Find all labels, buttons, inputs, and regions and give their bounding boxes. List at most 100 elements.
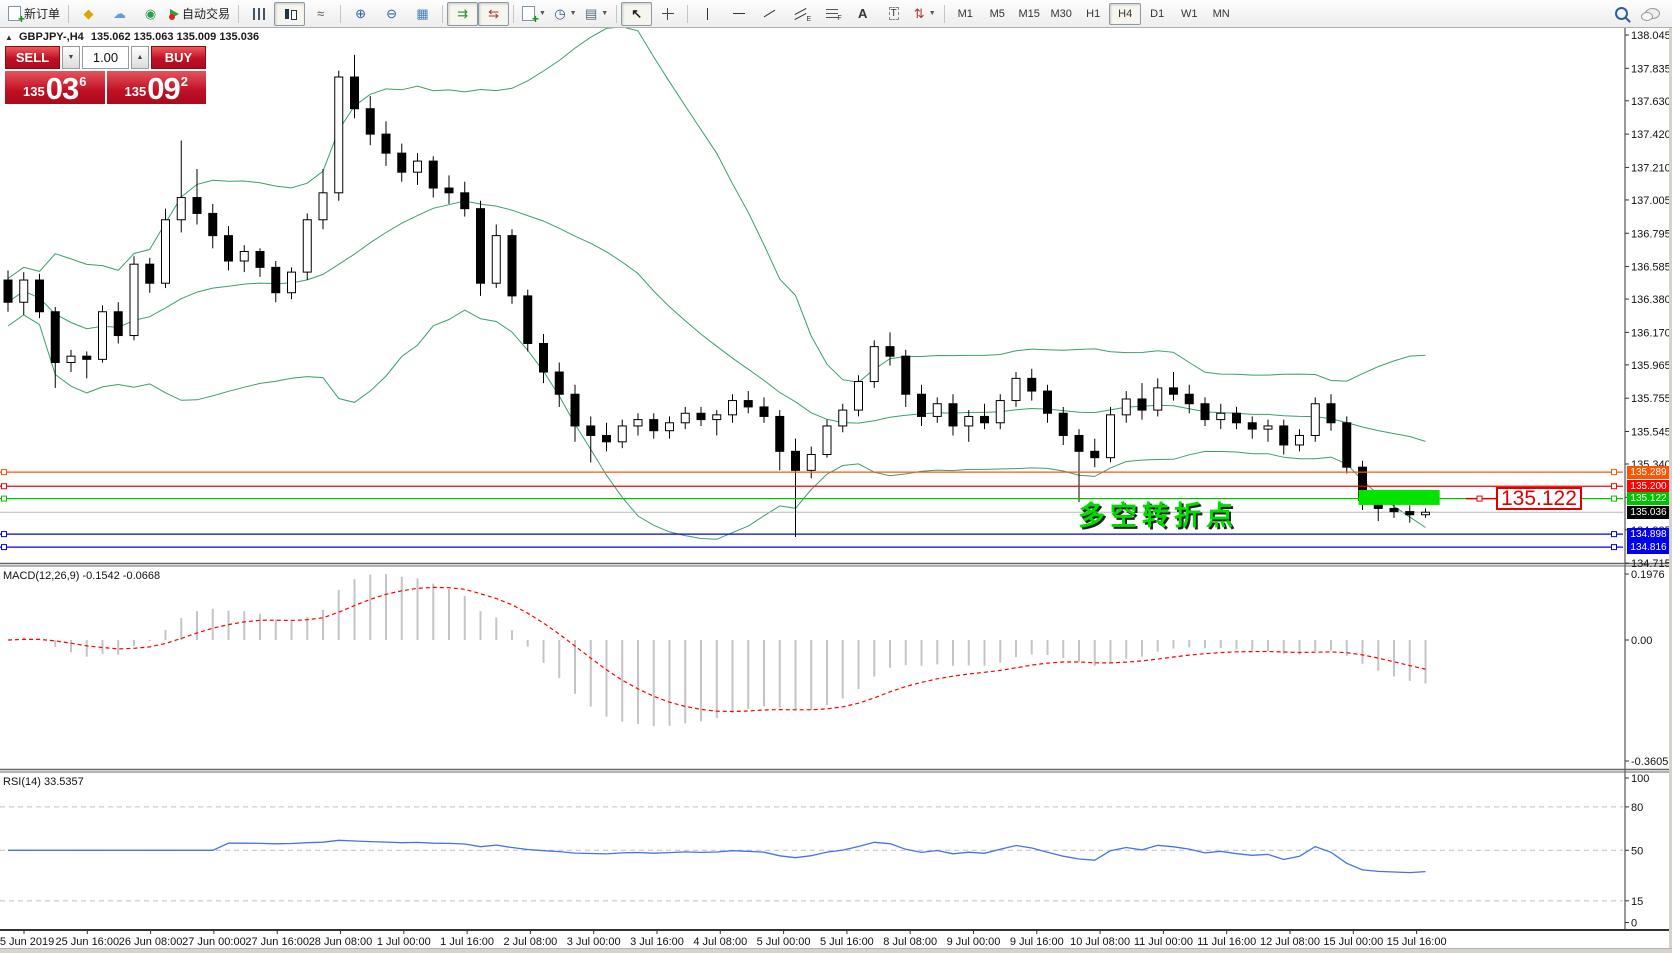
turning-point-annotation[interactable]: 多空转折点 <box>1078 501 1238 531</box>
symbol-ohlc: 135.062 135.063 135.009 135.036 <box>90 31 260 43</box>
svg-text:15: 15 <box>1631 896 1643 908</box>
svg-text:80: 80 <box>1631 802 1643 814</box>
templates-button[interactable]: ▤ ▼ <box>581 2 612 26</box>
trendline-button[interactable] <box>754 2 785 26</box>
toolbar-separator <box>944 4 946 23</box>
svg-text:0: 0 <box>1631 918 1637 930</box>
line-icon: ≈ <box>316 6 325 21</box>
svg-text:100: 100 <box>1631 773 1649 785</box>
line-chart-button[interactable]: ≈ <box>305 2 336 26</box>
svg-text:135.755: 135.755 <box>1631 393 1671 405</box>
rsi-line <box>8 839 1426 874</box>
autotrading-label: 自动交易 <box>182 7 231 21</box>
symbol-title: GBPJPY-,H4 <box>18 31 84 43</box>
tile-windows-button[interactable]: ▦ <box>407 2 438 26</box>
timeframe-d1-button[interactable]: D1 <box>1150 7 1165 20</box>
arrows-button[interactable]: ⇅ ▼ <box>909 2 940 26</box>
tiles-icon: ▦ <box>416 6 429 21</box>
toolbar-separator <box>616 4 618 23</box>
periodicity-dropdown-icon[interactable]: ▼ <box>569 10 577 17</box>
highlight-rectangle[interactable] <box>1358 490 1497 505</box>
svg-text:136.170: 136.170 <box>1631 327 1671 339</box>
zoom-in-button[interactable]: ⊕ <box>345 2 376 26</box>
collapse-panel-icon[interactable]: ▲ <box>5 33 13 42</box>
macd-signal-line <box>7 586 1426 713</box>
svg-text:15 Jul 16:00: 15 Jul 16:00 <box>1387 936 1447 948</box>
templates-dropdown-icon[interactable]: ▼ <box>601 10 609 17</box>
volume-decrease-button[interactable]: ▼ <box>62 46 80 69</box>
timeframe-m1-button[interactable]: M1 <box>957 7 973 20</box>
svg-text:9 Jul 00:00: 9 Jul 00:00 <box>947 936 1001 948</box>
candles-icon <box>284 8 297 20</box>
timeframe-h4-button[interactable]: H4 <box>1109 2 1142 25</box>
fibonacci-retracement-button[interactable] <box>816 2 847 26</box>
label-icon: T <box>888 7 899 20</box>
svg-text:4 Jul 08:00: 4 Jul 08:00 <box>693 936 747 948</box>
symbol-header: ▲ GBPJPY-,H4 135.062 135.063 135.009 135… <box>5 31 259 43</box>
bars-icon <box>252 7 265 20</box>
timeframe-h1-button[interactable]: H1 <box>1086 7 1101 20</box>
cursor-button[interactable]: ↖ <box>621 1 653 26</box>
candlestick-chart-button[interactable] <box>274 1 306 26</box>
template-icon: ▤ <box>584 6 598 21</box>
zoom-out-button[interactable]: ⊖ <box>376 2 407 26</box>
svg-text:15 Jul 00:00: 15 Jul 00:00 <box>1323 936 1383 948</box>
new-chart-button[interactable]: ▼ <box>518 2 550 26</box>
timeframe-w1-button[interactable]: W1 <box>1180 7 1198 20</box>
one-click-trading-panel: SELL ▼ 1.00 ▲ BUY 135 03 6 135 09 2 <box>5 46 206 104</box>
auto-scroll-button[interactable]: ⇉ <box>447 1 479 26</box>
svg-text:1 Jul 00:00: 1 Jul 00:00 <box>377 936 431 948</box>
horizontal-level-lines[interactable] <box>0 469 1623 551</box>
svg-text:50: 50 <box>1631 845 1643 857</box>
timeframe-mn-button[interactable]: MN <box>1212 7 1230 20</box>
toolbar-separator <box>68 4 70 23</box>
volume-input[interactable]: 1.00 <box>82 46 129 69</box>
vertical-line-button[interactable] <box>692 2 723 26</box>
svg-text:3 Jul 16:00: 3 Jul 16:00 <box>630 936 684 948</box>
text-button[interactable]: A <box>847 2 878 26</box>
sell-price-display[interactable]: 135 03 6 <box>5 71 105 104</box>
svg-text:136.585: 136.585 <box>1631 262 1671 274</box>
search-button[interactable] <box>1606 2 1637 26</box>
svg-text:9 Jul 16:00: 9 Jul 16:00 <box>1010 936 1064 948</box>
crosshair-button[interactable] <box>652 2 683 26</box>
price-callout-label[interactable]: 135.122 <box>1496 487 1582 510</box>
chat-button[interactable] <box>1637 2 1668 26</box>
arrows-icon: ⇅ <box>913 6 925 21</box>
toolbar-separator <box>238 4 240 23</box>
timeframe-m15-button[interactable]: M15 <box>1018 7 1040 20</box>
svg-text:135.965: 135.965 <box>1631 360 1671 372</box>
chart-shift-button[interactable]: ⇆ <box>478 1 510 26</box>
sell-price-prefix: 135 <box>23 84 45 99</box>
text-icon: A <box>858 6 868 21</box>
buy-price-display[interactable]: 135 09 2 <box>106 71 206 104</box>
metaquotes-button[interactable]: ◆ <box>73 2 104 26</box>
tline-icon <box>763 9 776 18</box>
rsi-label: RSI(14) 33.5357 <box>3 776 84 788</box>
buy-button[interactable]: BUY <box>151 46 206 69</box>
clock-icon: ◷ <box>554 6 566 21</box>
current-price-chip: 135.036 <box>1627 505 1670 519</box>
timeframe-m30-button[interactable]: M30 <box>1050 7 1072 20</box>
new-chart-dropdown-icon[interactable]: ▼ <box>539 10 546 17</box>
bar-chart-button[interactable] <box>243 2 274 26</box>
timeframe-m5-button[interactable]: M5 <box>989 7 1005 20</box>
periodicity-button[interactable]: ◷ ▼ <box>550 2 581 26</box>
autotrading-button[interactable]: 自动交易 <box>166 2 234 26</box>
mql5-community-button[interactable]: ☁ <box>104 2 135 26</box>
arrows-dropdown-icon[interactable]: ▼ <box>928 10 936 17</box>
shift-icon: ⇆ <box>488 6 499 21</box>
window-frame-right <box>1669 27 1672 953</box>
sell-button[interactable]: SELL <box>5 46 60 69</box>
bollinger-bands <box>7 26 1426 540</box>
equidistant-channel-button[interactable]: E <box>785 2 816 26</box>
svg-text:11 Jul 00:00: 11 Jul 00:00 <box>1134 936 1193 948</box>
text-label-button[interactable]: T <box>878 2 909 26</box>
signals-button[interactable]: ◉ <box>135 2 166 26</box>
new-order-button[interactable]: 新订单 <box>4 2 64 26</box>
volume-increase-button[interactable]: ▲ <box>131 46 149 69</box>
svg-text:27 Jun 16:00: 27 Jun 16:00 <box>245 936 309 948</box>
zoom-out-icon: ⊖ <box>386 6 397 21</box>
rsi-level-lines <box>0 806 1623 902</box>
horizontal-line-button[interactable] <box>723 2 754 26</box>
